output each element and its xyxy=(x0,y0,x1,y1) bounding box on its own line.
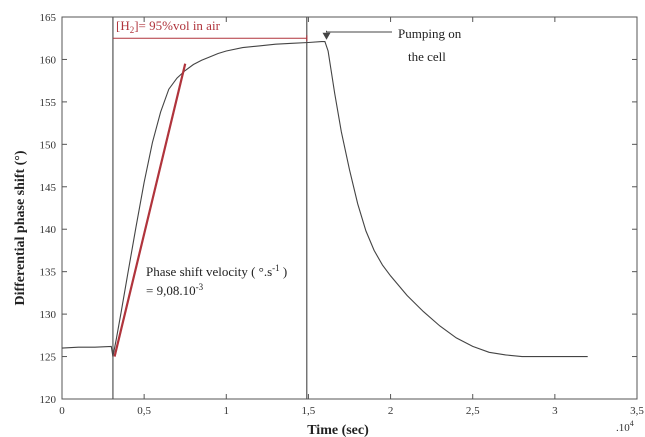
x-tick-label: 2 xyxy=(388,405,394,417)
x-tick-label: 1 xyxy=(224,405,230,417)
y-tick-label: 150 xyxy=(40,139,57,151)
pumping-arrow-head xyxy=(322,32,331,40)
data-layer xyxy=(61,17,588,399)
velocity-fit-line xyxy=(113,63,187,357)
h2-concentration-label: [H2]= 95%vol in air xyxy=(116,18,221,35)
y-tick-label: 160 xyxy=(40,54,57,66)
y-tick-label: 165 xyxy=(40,12,57,24)
y-tick-label: 155 xyxy=(40,97,57,109)
y-tick-label: 120 xyxy=(40,394,57,406)
pumping-arrow-line xyxy=(326,30,392,33)
x-tick-label: 3 xyxy=(552,405,558,417)
velocity-label-line1: Phase shift velocity ( °.s-1 ) xyxy=(146,263,287,279)
y-axis-label: Differential phase shift (°) xyxy=(13,150,28,305)
y-tick-label: 135 xyxy=(40,267,57,279)
y-tick-label: 125 xyxy=(40,352,57,364)
plot-frame xyxy=(61,16,638,400)
x-tick-label: 0 xyxy=(59,405,65,417)
pumping-label-line2: the cell xyxy=(408,49,446,64)
x-tick-label: 3,5 xyxy=(630,405,644,417)
x-axis-label: Time (sec) xyxy=(307,423,369,437)
x-axis-multiplier: .104 xyxy=(616,419,634,434)
x-tick-label: 1,5 xyxy=(302,405,316,417)
x-tick-label: 0,5 xyxy=(137,405,151,417)
pumping-label-line1: Pumping on xyxy=(398,26,462,41)
x-tick-label: 2,5 xyxy=(466,405,480,417)
annotation-layer: [H2]= 95%vol in air Pumping on the cell … xyxy=(13,18,634,437)
velocity-label-line2: = 9,08.10-3 xyxy=(146,282,204,298)
series-line-0 xyxy=(61,41,588,358)
y-tick-label: 140 xyxy=(40,224,57,236)
axes-layer: 0 0,5 1 1,5 2 2,5 3 3,5 120 125 130 135 140 145 150 155… xyxy=(40,12,645,417)
y-tick-label: 145 xyxy=(40,182,57,194)
y-tick-label: 130 xyxy=(40,309,57,321)
